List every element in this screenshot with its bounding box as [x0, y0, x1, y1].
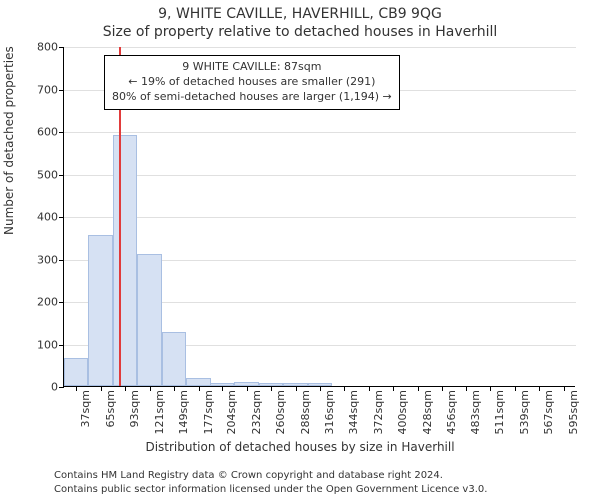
x-tick-label: 456sqm: [445, 390, 458, 434]
x-tick-mark: [515, 386, 516, 391]
x-tick-label: 595sqm: [567, 390, 580, 434]
x-tick-label: 567sqm: [542, 390, 555, 434]
y-tick-label: 800: [37, 41, 58, 54]
x-tick-mark: [271, 386, 272, 391]
title-line-2: Size of property relative to detached ho…: [0, 24, 600, 40]
infobox-line-2: ← 19% of detached houses are smaller (29…: [112, 75, 392, 90]
x-tick-mark: [344, 386, 345, 391]
x-tick-label: 37sqm: [79, 390, 92, 427]
x-tick-label: 372sqm: [372, 390, 385, 434]
x-tick-label: 232sqm: [250, 390, 263, 434]
x-tick-mark: [150, 386, 151, 391]
y-tick-mark: [59, 175, 64, 176]
y-tick-label: 400: [37, 211, 58, 224]
y-tick-label: 700: [37, 83, 58, 96]
gridline: [64, 132, 576, 133]
x-tick-mark: [222, 386, 223, 391]
infobox-line-1: 9 WHITE CAVILLE: 87sqm: [112, 60, 392, 75]
x-tick-mark: [199, 386, 200, 391]
y-tick-mark: [59, 90, 64, 91]
y-tick-label: 500: [37, 168, 58, 181]
x-tick-mark: [296, 386, 297, 391]
y-tick-label: 100: [37, 338, 58, 351]
x-tick-label: 483sqm: [469, 390, 482, 434]
x-tick-label: 149sqm: [177, 390, 190, 434]
x-tick-mark: [539, 386, 540, 391]
x-tick-label: 428sqm: [421, 390, 434, 434]
y-tick-mark: [59, 387, 64, 388]
x-tick-mark: [101, 386, 102, 391]
x-tick-label: 65sqm: [104, 390, 117, 427]
x-tick-mark: [320, 386, 321, 391]
y-tick-label: 600: [37, 126, 58, 139]
y-tick-mark: [59, 217, 64, 218]
histogram-bar: [186, 378, 210, 386]
x-tick-mark: [125, 386, 126, 391]
y-axis-label: Number of detached properties: [2, 46, 16, 235]
x-tick-label: 539sqm: [518, 390, 531, 434]
x-tick-mark: [564, 386, 565, 391]
histogram-bar: [137, 254, 161, 386]
y-tick-label: 200: [37, 296, 58, 309]
histogram-bar: [162, 332, 186, 386]
title-line-1: 9, WHITE CAVILLE, HAVERHILL, CB9 9QG: [0, 6, 600, 22]
gridline: [64, 175, 576, 176]
infobox-line-3: 80% of semi-detached houses are larger (…: [112, 90, 392, 105]
x-tick-mark: [393, 386, 394, 391]
x-tick-label: 177sqm: [202, 390, 215, 434]
y-tick-mark: [59, 260, 64, 261]
histogram-bar: [64, 358, 88, 386]
x-tick-mark: [466, 386, 467, 391]
y-tick-mark: [59, 47, 64, 48]
x-tick-label: 93sqm: [128, 390, 141, 427]
chart-container: 9, WHITE CAVILLE, HAVERHILL, CB9 9QG Siz…: [0, 0, 600, 500]
histogram-bar: [113, 135, 137, 386]
x-tick-label: 400sqm: [396, 390, 409, 434]
y-tick-label: 300: [37, 253, 58, 266]
x-tick-mark: [442, 386, 443, 391]
x-tick-mark: [490, 386, 491, 391]
y-tick-mark: [59, 345, 64, 346]
x-tick-mark: [418, 386, 419, 391]
histogram-bar: [88, 235, 112, 386]
x-tick-label: 288sqm: [299, 390, 312, 434]
footer-line-2: Contains public sector information licen…: [54, 483, 487, 497]
y-tick-mark: [59, 302, 64, 303]
x-tick-label: 316sqm: [323, 390, 336, 434]
x-tick-mark: [247, 386, 248, 391]
gridline: [64, 217, 576, 218]
x-tick-label: 204sqm: [225, 390, 238, 434]
property-info-box: 9 WHITE CAVILLE: 87sqm← 19% of detached …: [104, 55, 400, 110]
x-tick-label: 121sqm: [153, 390, 166, 434]
footer-line-1: Contains HM Land Registry data © Crown c…: [54, 469, 487, 483]
x-tick-label: 260sqm: [274, 390, 287, 434]
y-tick-label: 0: [51, 381, 58, 394]
x-tick-label: 511sqm: [493, 390, 506, 434]
gridline: [64, 47, 576, 48]
x-tick-mark: [369, 386, 370, 391]
x-tick-mark: [174, 386, 175, 391]
footer-attribution: Contains HM Land Registry data © Crown c…: [54, 469, 487, 496]
x-tick-mark: [76, 386, 77, 391]
plot-area: 9 WHITE CAVILLE: 87sqm← 19% of detached …: [63, 47, 575, 387]
x-tick-label: 344sqm: [347, 390, 360, 434]
x-axis-label: Distribution of detached houses by size …: [0, 440, 600, 454]
y-tick-mark: [59, 132, 64, 133]
